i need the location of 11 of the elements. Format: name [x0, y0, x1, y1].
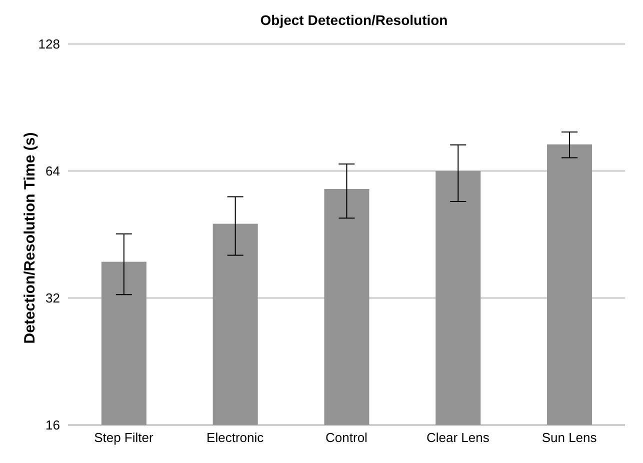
y-tick-label: 16 — [46, 418, 60, 433]
chart-title: Object Detection/Resolution — [259, 12, 449, 28]
x-tick-label: Clear Lens — [426, 430, 490, 446]
y-tick-label: 128 — [38, 36, 60, 52]
x-tick-label: Electronic — [206, 430, 264, 446]
y-tick-label: 64 — [46, 164, 60, 179]
y-tick-label: 32 — [46, 290, 60, 306]
y-axis-title: Detection/Resolution Time (s) — [22, 132, 38, 344]
x-tick-label: Sun Lens — [542, 430, 598, 446]
x-tick-label: Step Filter — [94, 430, 154, 446]
x-tick-label: Control — [326, 430, 368, 446]
